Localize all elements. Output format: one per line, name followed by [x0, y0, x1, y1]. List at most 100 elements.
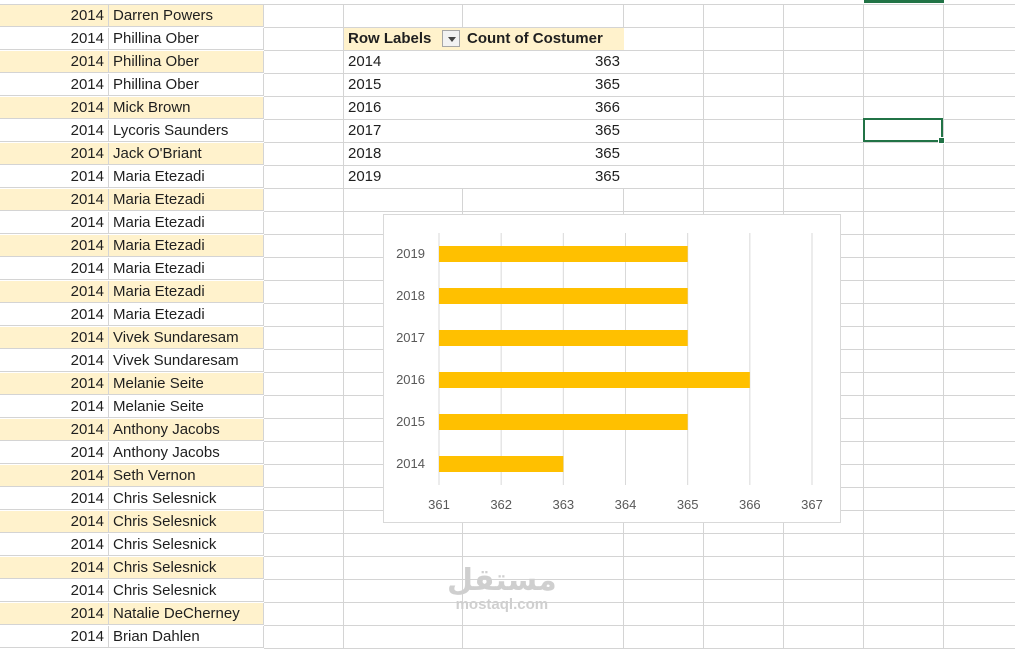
empty-cell[interactable]: [944, 281, 1015, 304]
pivot-row-label[interactable]: 2014: [344, 51, 463, 73]
empty-cell[interactable]: [463, 557, 624, 580]
empty-cell[interactable]: [944, 97, 1015, 120]
empty-cell[interactable]: [264, 212, 344, 235]
empty-cell[interactable]: [704, 626, 784, 649]
year-cell[interactable]: 2014: [0, 5, 109, 27]
empty-cell[interactable]: [264, 557, 344, 580]
empty-cell[interactable]: [264, 189, 344, 212]
empty-cell[interactable]: [864, 534, 944, 557]
year-cell[interactable]: 2014: [0, 258, 109, 280]
empty-cell[interactable]: [264, 304, 344, 327]
customer-name-cell[interactable]: Anthony Jacobs: [109, 442, 264, 464]
empty-cell[interactable]: [784, 603, 864, 626]
year-cell[interactable]: 2014: [0, 442, 109, 464]
empty-cell[interactable]: [784, 5, 864, 28]
empty-cell[interactable]: [864, 465, 944, 488]
bar-chart[interactable]: 361 362 363 364 365 366 367 2014 2015 2016 2017 201…: [383, 214, 841, 523]
empty-cell[interactable]: [864, 258, 944, 281]
empty-cell[interactable]: [264, 51, 344, 74]
bar-2015[interactable]: [439, 414, 688, 430]
pivot-row-label[interactable]: 2016: [344, 97, 463, 119]
pivot-row-label[interactable]: 2019: [344, 166, 463, 188]
pivot-row-count[interactable]: 365: [463, 166, 624, 188]
year-cell[interactable]: 2014: [0, 120, 109, 142]
empty-cell[interactable]: [864, 350, 944, 373]
year-cell[interactable]: 2014: [0, 603, 109, 625]
empty-cell[interactable]: [264, 626, 344, 649]
empty-cell[interactable]: [944, 189, 1015, 212]
empty-cell[interactable]: [944, 258, 1015, 281]
empty-cell[interactable]: [864, 235, 944, 258]
customer-name-cell[interactable]: Maria Etezadi: [109, 212, 264, 234]
customer-name-cell[interactable]: Melanie Seite: [109, 373, 264, 395]
empty-cell[interactable]: [344, 557, 463, 580]
empty-cell[interactable]: [704, 603, 784, 626]
year-cell[interactable]: 2014: [0, 327, 109, 349]
empty-cell[interactable]: [944, 28, 1015, 51]
empty-cell[interactable]: [944, 626, 1015, 649]
empty-cell[interactable]: [264, 281, 344, 304]
empty-cell[interactable]: [624, 626, 704, 649]
empty-cell[interactable]: [944, 511, 1015, 534]
empty-cell[interactable]: [864, 511, 944, 534]
empty-cell[interactable]: [704, 143, 784, 166]
empty-cell[interactable]: [784, 28, 864, 51]
empty-cell[interactable]: [864, 488, 944, 511]
pivot-row-label[interactable]: 2017: [344, 120, 463, 142]
empty-cell[interactable]: [264, 511, 344, 534]
customer-name-cell[interactable]: Natalie DeCherney: [109, 603, 264, 625]
customer-name-cell[interactable]: Maria Etezadi: [109, 258, 264, 280]
empty-cell[interactable]: [624, 557, 704, 580]
empty-cell[interactable]: [344, 534, 463, 557]
empty-cell[interactable]: [944, 465, 1015, 488]
customer-name-cell[interactable]: Phillina Ober: [109, 51, 264, 73]
empty-cell[interactable]: [864, 120, 944, 143]
empty-cell[interactable]: [344, 626, 463, 649]
empty-cell[interactable]: [344, 189, 463, 212]
year-cell[interactable]: 2014: [0, 74, 109, 96]
empty-cell[interactable]: [864, 166, 944, 189]
empty-cell[interactable]: [944, 603, 1015, 626]
empty-cell[interactable]: [264, 419, 344, 442]
year-cell[interactable]: 2014: [0, 212, 109, 234]
empty-cell[interactable]: [784, 580, 864, 603]
empty-cell[interactable]: [864, 580, 944, 603]
empty-cell[interactable]: [704, 74, 784, 97]
empty-cell[interactable]: [463, 626, 624, 649]
year-cell[interactable]: 2014: [0, 281, 109, 303]
empty-cell[interactable]: [704, 97, 784, 120]
customer-name-cell[interactable]: Maria Etezadi: [109, 304, 264, 326]
pivot-header-row-labels[interactable]: Row Labels: [344, 28, 463, 50]
year-cell[interactable]: 2014: [0, 51, 109, 73]
empty-cell[interactable]: [704, 166, 784, 189]
empty-cell[interactable]: [704, 580, 784, 603]
empty-cell[interactable]: [264, 350, 344, 373]
empty-cell[interactable]: [704, 120, 784, 143]
pivot-row-count[interactable]: 365: [463, 74, 624, 96]
customer-name-cell[interactable]: Mick Brown: [109, 97, 264, 119]
empty-cell[interactable]: [784, 189, 864, 212]
customer-name-cell[interactable]: Maria Etezadi: [109, 235, 264, 257]
customer-name-cell[interactable]: Chris Selesnick: [109, 511, 264, 533]
year-cell[interactable]: 2014: [0, 396, 109, 418]
year-cell[interactable]: 2014: [0, 488, 109, 510]
empty-cell[interactable]: [264, 258, 344, 281]
year-cell[interactable]: 2014: [0, 28, 109, 50]
empty-cell[interactable]: [264, 373, 344, 396]
empty-cell[interactable]: [704, 5, 784, 28]
empty-cell[interactable]: [624, 51, 704, 74]
empty-cell[interactable]: [264, 488, 344, 511]
customer-name-cell[interactable]: Phillina Ober: [109, 74, 264, 96]
empty-cell[interactable]: [463, 189, 624, 212]
year-cell[interactable]: 2014: [0, 373, 109, 395]
empty-cell[interactable]: [784, 534, 864, 557]
empty-cell[interactable]: [463, 580, 624, 603]
empty-cell[interactable]: [944, 235, 1015, 258]
customer-name-cell[interactable]: Vivek Sundaresam: [109, 350, 264, 372]
empty-cell[interactable]: [864, 189, 944, 212]
empty-cell[interactable]: [944, 5, 1015, 28]
empty-cell[interactable]: [264, 580, 344, 603]
customer-name-cell[interactable]: Anthony Jacobs: [109, 419, 264, 441]
empty-cell[interactable]: [624, 534, 704, 557]
customer-name-cell[interactable]: Melanie Seite: [109, 396, 264, 418]
